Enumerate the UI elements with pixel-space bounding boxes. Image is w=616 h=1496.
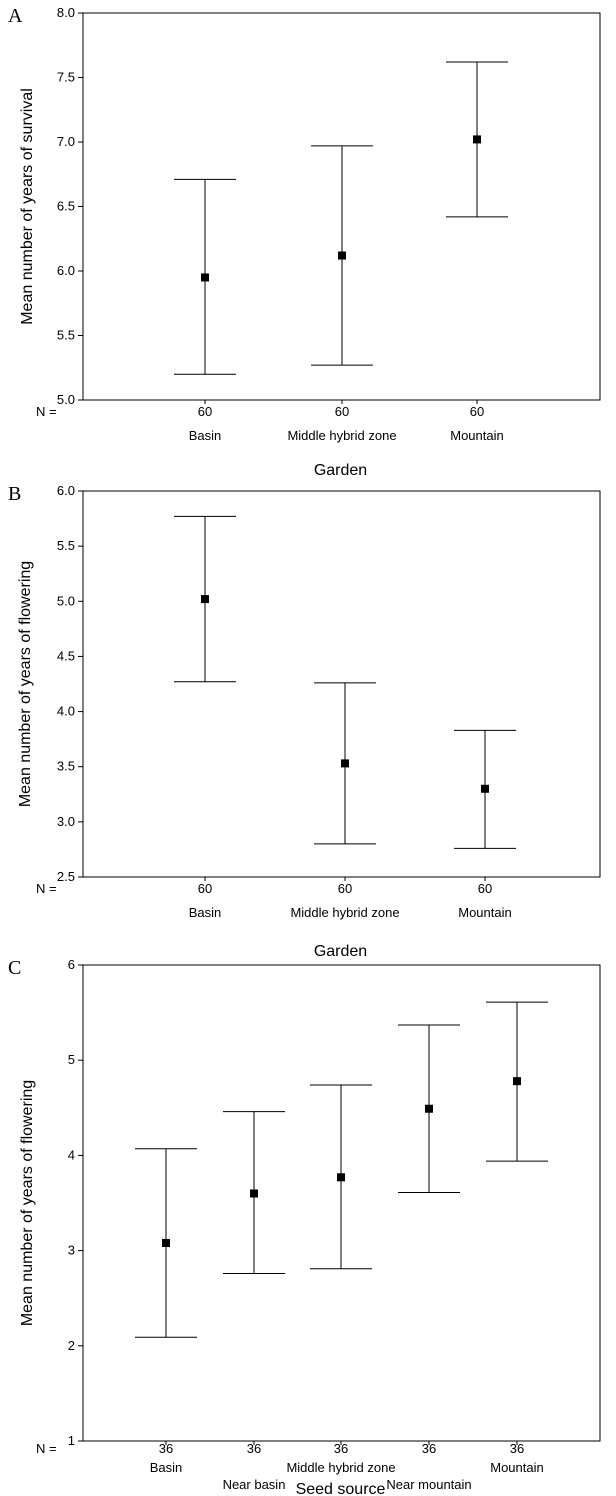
n-prefix-label: N = <box>36 1441 57 1456</box>
error-bar-group <box>223 1111 285 1274</box>
n-value: 36 <box>159 1441 173 1456</box>
category-label: Middle hybrid zone <box>287 428 396 443</box>
x-axis-label: Garden <box>314 462 367 479</box>
mean-point <box>201 273 209 282</box>
error-bar-group <box>135 1148 197 1338</box>
error-bar-group <box>314 682 376 845</box>
x-axis-label: Seed source <box>296 1481 386 1496</box>
mean-point <box>162 1238 170 1247</box>
error-bar-group <box>174 515 236 683</box>
n-value: 36 <box>247 1441 261 1456</box>
error-bar-group <box>311 145 373 366</box>
y-tick-label: 5.5 <box>57 538 75 553</box>
n-value: 36 <box>422 1441 436 1456</box>
mean-point <box>338 251 346 260</box>
y-tick-label: 6.0 <box>57 483 75 498</box>
y-tick-label: 4 <box>68 1147 75 1162</box>
y-tick-label: 4.5 <box>57 648 75 663</box>
mean-point <box>250 1189 258 1198</box>
category-label: Basin <box>189 428 222 443</box>
plot-frame <box>82 490 601 878</box>
y-tick-label: 6 <box>68 957 75 972</box>
category-label: Middle hybrid zone <box>290 905 399 920</box>
y-axis-label: Mean number of years of flowering <box>17 561 34 807</box>
mean-point <box>481 784 489 793</box>
y-tick-label: 4.0 <box>57 704 75 719</box>
category-label: Near mountain <box>386 1477 471 1492</box>
error-bar-group <box>398 1024 460 1194</box>
panel-a: A 5.0 5.5 6.0 6.5 7.0 7.5 8.0 Mean number of yea… <box>8 5 601 479</box>
mean-point <box>473 135 481 144</box>
y-tick-label: 5.5 <box>57 328 75 343</box>
n-value: 60 <box>198 404 212 419</box>
y-tick-label: 6.5 <box>57 199 75 214</box>
n-value: 60 <box>198 881 212 896</box>
n-value: 36 <box>510 1441 524 1456</box>
y-tick-label: 5 <box>68 1052 75 1067</box>
mean-point <box>201 595 209 604</box>
panel-letter: B <box>8 483 21 505</box>
error-bar-group <box>174 178 236 375</box>
y-tick-label: 1 <box>68 1433 75 1448</box>
n-value: 60 <box>470 404 484 419</box>
error-bar-group <box>446 61 508 218</box>
n-value: 60 <box>478 881 492 896</box>
y-tick-label: 3.5 <box>57 759 75 774</box>
error-bar-group <box>454 729 516 849</box>
n-value: 60 <box>338 881 352 896</box>
mean-point <box>425 1104 433 1113</box>
category-label: Basin <box>189 905 222 920</box>
y-tick-label: 2.5 <box>57 869 75 884</box>
y-tick-label: 3.0 <box>57 814 75 829</box>
n-prefix-label: N = <box>36 881 57 896</box>
mean-point <box>513 1077 521 1086</box>
category-label: Mountain <box>490 1460 543 1475</box>
n-value: 60 <box>335 404 349 419</box>
x-axis-label: Garden <box>314 943 367 960</box>
mean-point <box>341 759 349 768</box>
panel-c: C 1 2 3 4 5 6 Mean number of years of flowering… <box>8 957 601 1496</box>
y-tick-label: 5.0 <box>57 593 75 608</box>
y-tick-label: 2 <box>68 1338 75 1353</box>
y-tick-label: 3 <box>68 1243 75 1258</box>
y-tick-label: 7.5 <box>57 70 75 85</box>
category-label: Mountain <box>458 905 511 920</box>
y-tick-label: 8.0 <box>57 5 75 20</box>
y-tick-label: 5.0 <box>57 392 75 407</box>
category-label: Basin <box>150 1460 183 1475</box>
n-value: 36 <box>334 1441 348 1456</box>
category-label: Mountain <box>450 428 503 443</box>
y-tick-label: 7.0 <box>57 134 75 149</box>
panel-b: B 2.5 3.0 3.5 4.0 4.5 5.0 5.5 6.0 Mean number of … <box>8 483 601 960</box>
mean-point <box>337 1173 345 1182</box>
y-axis-label: Mean number of years of survival <box>19 88 36 325</box>
category-label: Middle hybrid zone <box>286 1460 395 1475</box>
y-axis-label: Mean number of years of flowering <box>19 1080 36 1326</box>
y-tick-label: 6.0 <box>57 263 75 278</box>
n-prefix-label: N = <box>36 404 57 419</box>
error-bar-group <box>310 1084 372 1270</box>
panel-letter: C <box>8 957 21 979</box>
error-bar-group <box>486 1001 548 1162</box>
panel-letter: A <box>8 5 23 27</box>
category-label: Near basin <box>223 1477 286 1492</box>
